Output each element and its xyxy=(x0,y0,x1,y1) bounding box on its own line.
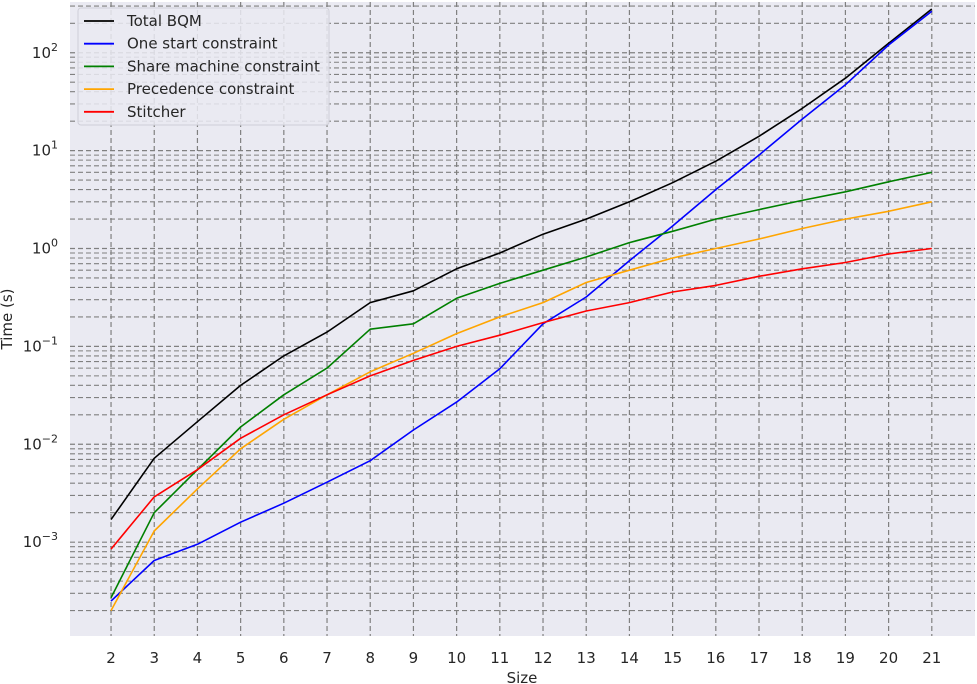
series-line xyxy=(110,10,933,602)
legend-box xyxy=(77,7,330,126)
x-tick-label: 10 xyxy=(447,649,466,667)
series-line xyxy=(110,201,932,611)
x-tick-label: 19 xyxy=(836,649,855,667)
x-tick-label: 4 xyxy=(193,649,203,667)
series-line xyxy=(110,247,932,550)
x-tick-label: 14 xyxy=(620,649,639,667)
y-tick-label: 100 xyxy=(32,237,58,258)
x-tick-label: 9 xyxy=(409,649,419,667)
legend-label: One start constraint xyxy=(127,35,278,53)
legend-label: Stitcher xyxy=(127,103,186,121)
minor-grid-lines xyxy=(70,5,975,612)
x-tick-label: 8 xyxy=(365,649,375,667)
x-tick-label: 16 xyxy=(706,649,725,667)
x-tick-label: 21 xyxy=(922,649,941,667)
x-tick-label: 11 xyxy=(490,649,509,667)
y-axis-ticks: 10−3 10−2 10−1 100 101 102 xyxy=(23,41,58,551)
legend: Total BQM One start constraint Share machi… xyxy=(77,7,330,126)
y-tick-label: 10−1 xyxy=(23,334,58,355)
major-grid-lines xyxy=(70,52,975,543)
x-tick-label: 7 xyxy=(322,649,332,667)
y-tick-label: 102 xyxy=(32,41,58,62)
x-tick-label: 6 xyxy=(279,649,289,667)
x-axis-ticks: 2 3 4 5 6 7 8 9 10 11 12 13 14 15 16 17 18 19 20 21 xyxy=(106,649,941,667)
legend-label: Precedence constraint xyxy=(127,80,294,98)
y-tick-label: 10−2 xyxy=(23,432,58,453)
legend-label: Total BQM xyxy=(126,12,202,30)
y-axis-label: Time (s) xyxy=(0,289,16,351)
x-tick-label: 3 xyxy=(149,649,159,667)
x-tick-label: 17 xyxy=(749,649,768,667)
x-tick-label: 15 xyxy=(663,649,682,667)
series-line xyxy=(110,171,932,599)
x-tick-label: 18 xyxy=(793,649,812,667)
series-line xyxy=(110,8,933,521)
x-tick-label: 20 xyxy=(879,649,898,667)
y-tick-label: 10−3 xyxy=(23,530,58,551)
x-axis-label: Size xyxy=(507,669,538,684)
series-lines xyxy=(110,8,933,611)
y-tick-label: 101 xyxy=(32,139,58,160)
x-tick-label: 12 xyxy=(533,649,552,667)
x-tick-label: 2 xyxy=(106,649,116,667)
x-grid-lines xyxy=(110,2,933,636)
x-tick-label: 5 xyxy=(236,649,246,667)
x-tick-label: 13 xyxy=(577,649,596,667)
legend-label: Share machine constraint xyxy=(127,57,320,75)
